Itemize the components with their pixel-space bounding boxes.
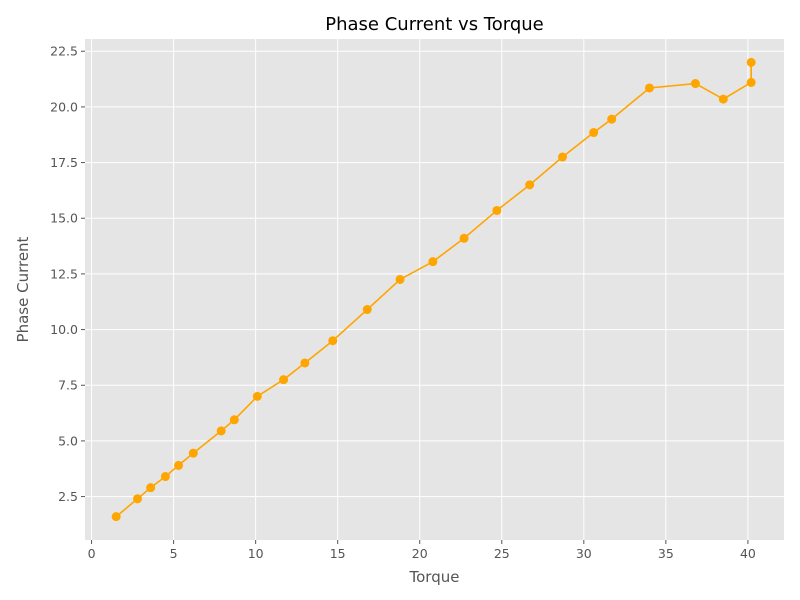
grid [85, 39, 784, 540]
x-tick-label: 15 [330, 546, 346, 561]
data-series [111, 57, 756, 522]
y-tick-label: 15.0 [50, 211, 78, 226]
data-point [133, 494, 143, 504]
data-point [395, 274, 405, 284]
y-axis-label: Phase Current [14, 236, 32, 342]
data-point [229, 415, 239, 425]
y-tick-label: 20.0 [50, 99, 78, 114]
data-point [746, 77, 756, 87]
data-point [362, 305, 372, 315]
y-tick-label: 12.5 [50, 266, 78, 281]
data-point [557, 152, 567, 162]
data-point [328, 336, 338, 346]
data-point [428, 257, 438, 267]
data-point [300, 358, 310, 368]
x-tick-label: 10 [248, 546, 264, 561]
y-tick-label: 7.5 [58, 378, 78, 393]
data-point [174, 460, 184, 470]
y-tick-label: 22.5 [50, 44, 78, 59]
data-point [607, 114, 617, 124]
data-point [718, 94, 728, 104]
x-tick-label: 40 [740, 546, 756, 561]
y-tick-label: 10.0 [50, 322, 78, 337]
data-point [146, 483, 156, 493]
data-point [492, 205, 502, 215]
data-point [111, 512, 121, 522]
data-point [279, 375, 289, 385]
data-point [188, 448, 198, 458]
y-tick-label: 17.5 [50, 155, 78, 170]
data-point [525, 180, 535, 190]
data-point [459, 233, 469, 243]
data-point [160, 472, 170, 482]
x-tick-label: 5 [170, 546, 178, 561]
data-point [644, 83, 654, 93]
data-point [746, 57, 756, 67]
data-point [216, 426, 226, 436]
chart-title: Phase Current vs Torque [325, 14, 544, 35]
data-point [252, 391, 262, 401]
x-tick-label: 25 [494, 546, 510, 561]
y-tick-label: 2.5 [58, 489, 78, 504]
data-point [589, 128, 599, 138]
x-tick-label: 35 [658, 546, 674, 561]
x-tick-label: 0 [88, 546, 96, 561]
axis-ticks: 0 5 10 15 20 25 30 35 40 2.5 5.0 7.5 10.0 12.5 15.0 17.… [50, 44, 756, 561]
data-point [690, 79, 700, 89]
plot-background [85, 39, 784, 540]
x-tick-label: 20 [412, 546, 428, 561]
x-axis-label: Torque [409, 568, 460, 586]
y-tick-label: 5.0 [58, 433, 78, 448]
x-tick-label: 30 [576, 546, 592, 561]
